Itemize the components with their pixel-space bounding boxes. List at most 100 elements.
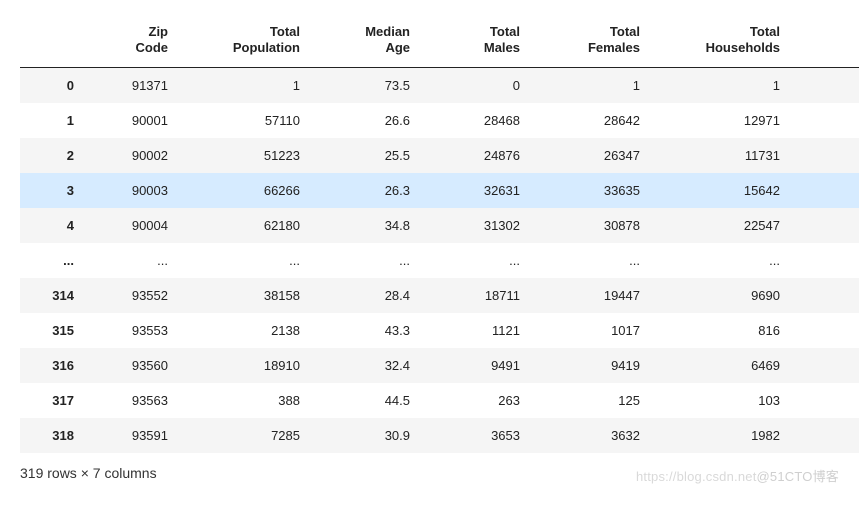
cell: 263 [420, 383, 530, 418]
cell: 3.67 [790, 418, 859, 453]
cell: 62180 [178, 208, 310, 243]
cell: 3.93 [790, 278, 859, 313]
cell: 7285 [178, 418, 310, 453]
column-header: MedianAge [310, 16, 420, 67]
cell: 125 [530, 383, 650, 418]
cell: 24876 [420, 138, 530, 173]
cell: 9690 [650, 278, 790, 313]
column-header-line2: Code [136, 40, 169, 55]
cell: 2.62 [790, 313, 859, 348]
row-index: 314 [20, 278, 84, 313]
cell: 3653 [420, 418, 530, 453]
column-header: TotalHouseholds [650, 16, 790, 67]
cell: 93552 [84, 278, 178, 313]
cell: 9419 [530, 348, 650, 383]
cell: 90002 [84, 138, 178, 173]
row-index: 3 [20, 173, 84, 208]
cell: 0 [420, 67, 530, 103]
cell: 93553 [84, 313, 178, 348]
column-header: AverageHousehold Size [790, 16, 859, 67]
row-index: 318 [20, 418, 84, 453]
cell: 91371 [84, 67, 178, 103]
table-row: 31593553213843.3112110178162.62 [20, 313, 859, 348]
cell: 28642 [530, 103, 650, 138]
cell: 90004 [84, 208, 178, 243]
column-header-line2: Population [233, 40, 300, 55]
cell: 19447 [530, 278, 650, 313]
row-index: 317 [20, 383, 84, 418]
cell: 32631 [420, 173, 530, 208]
table-row: ........................ [20, 243, 859, 278]
cell: ... [84, 243, 178, 278]
cell: 33635 [530, 173, 650, 208]
table-row: 2900025122325.52487626347117314.36 [20, 138, 859, 173]
cell: 1.00 [790, 67, 859, 103]
column-header-line2: Households [706, 40, 780, 55]
column-header-line1: Median [365, 24, 410, 39]
cell: 57110 [178, 103, 310, 138]
cell: 30.9 [310, 418, 420, 453]
column-header: ZipCode [84, 16, 178, 67]
row-index: 0 [20, 67, 84, 103]
cell: 4.40 [790, 103, 859, 138]
cell: ... [530, 243, 650, 278]
cell: 26.3 [310, 173, 420, 208]
cell: 93591 [84, 418, 178, 453]
cell: 12971 [650, 103, 790, 138]
column-header: TotalPopulation [178, 16, 310, 67]
row-index: 2 [20, 138, 84, 173]
row-index: 4 [20, 208, 84, 243]
cell: 3632 [530, 418, 650, 453]
cell: 26.6 [310, 103, 420, 138]
header-row: ZipCodeTotalPopulationMedianAgeTotalMale… [20, 16, 859, 67]
column-header-line1: Total [610, 24, 640, 39]
cell: 66266 [178, 173, 310, 208]
cell: 1 [530, 67, 650, 103]
table-row: 31893591728530.93653363219823.67 [20, 418, 859, 453]
dataframe-header: ZipCodeTotalPopulationMedianAgeTotalMale… [20, 16, 859, 67]
cell: ... [310, 243, 420, 278]
cell: 32.4 [310, 348, 420, 383]
cell: 31302 [420, 208, 530, 243]
row-index: 315 [20, 313, 84, 348]
cell: 43.3 [310, 313, 420, 348]
row-index: ... [20, 243, 84, 278]
column-header: TotalMales [420, 16, 530, 67]
cell: 38158 [178, 278, 310, 313]
index-header [20, 16, 84, 67]
cell: 44.5 [310, 383, 420, 418]
cell: 90001 [84, 103, 178, 138]
cell: 1 [650, 67, 790, 103]
dataframe-table: ZipCodeTotalPopulationMedianAgeTotalMale… [20, 16, 859, 453]
row-index: 1 [20, 103, 84, 138]
cell: 25.5 [310, 138, 420, 173]
cell: 93563 [84, 383, 178, 418]
cell: 1017 [530, 313, 650, 348]
column-header-line1: Zip [149, 24, 169, 39]
cell: 28468 [420, 103, 530, 138]
column-header-line2: Age [385, 40, 410, 55]
cell: 90003 [84, 173, 178, 208]
table-row: 3179356338844.52631251032.53 [20, 383, 859, 418]
column-header: TotalFemales [530, 16, 650, 67]
cell: 1121 [420, 313, 530, 348]
table-row: 4900046218034.83130230878225472.73 [20, 208, 859, 243]
cell: 15642 [650, 173, 790, 208]
cell: ... [650, 243, 790, 278]
column-header-line1: Total [270, 24, 300, 39]
column-header-line1: Total [490, 24, 520, 39]
row-index: 316 [20, 348, 84, 383]
cell: 30878 [530, 208, 650, 243]
cell: 1 [178, 67, 310, 103]
cell: 22547 [650, 208, 790, 243]
cell: 4.36 [790, 138, 859, 173]
cell: 2.92 [790, 348, 859, 383]
cell: 2.73 [790, 208, 859, 243]
cell: ... [790, 243, 859, 278]
cell: 9491 [420, 348, 530, 383]
cell: 93560 [84, 348, 178, 383]
shape-note: 319 rows × 7 columns [20, 465, 839, 481]
cell: 816 [650, 313, 790, 348]
cell: 6469 [650, 348, 790, 383]
column-header-line2: Males [484, 40, 520, 55]
